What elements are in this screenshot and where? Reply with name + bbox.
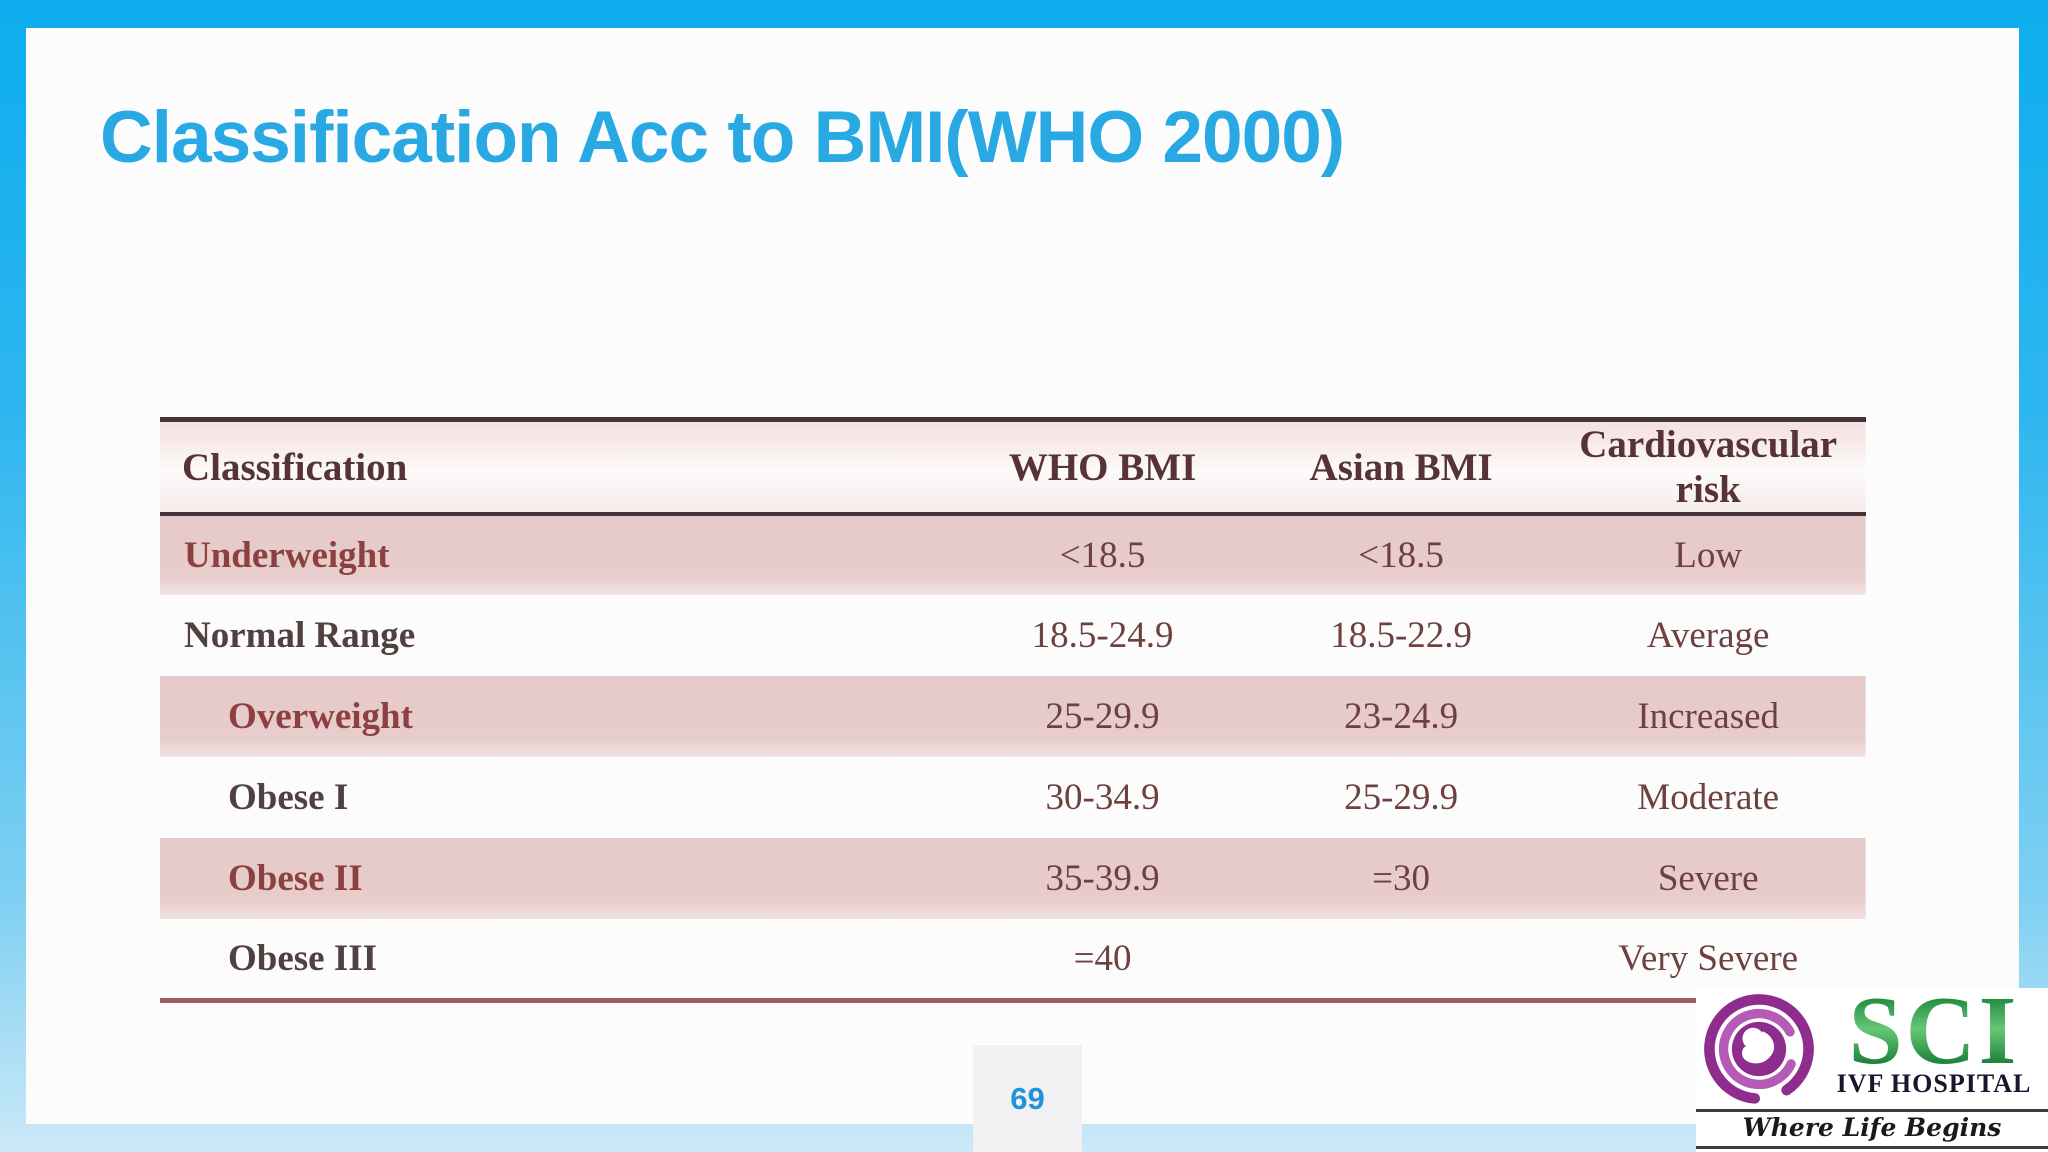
cell-asian-bmi xyxy=(1252,919,1551,1000)
cell-classification: Obese II xyxy=(228,858,363,899)
cell-asian-bmi: 18.5-22.9 xyxy=(1330,615,1473,656)
logo-main-row: SCI IVF HOSPITAL xyxy=(1696,988,2048,1106)
cell-classification: Overweight xyxy=(228,696,413,737)
table-row-obese-1: Obese I 30-34.9 25-29.9 Moderate xyxy=(160,757,1866,838)
slide-title: Classification Acc to BMI(WHO 2000) xyxy=(100,97,1345,178)
bmi-classification-table: Classification WHO BMI Asian BMI Cardiov… xyxy=(160,417,1866,1003)
table-header-row: Classification WHO BMI Asian BMI Cardiov… xyxy=(160,419,1866,514)
table-body: Underweight <18.5 <18.5 Low Normal Range… xyxy=(160,514,1866,1000)
cell-who-bmi: <18.5 xyxy=(1059,535,1146,576)
cell-classification: Underweight xyxy=(184,535,390,576)
cell-cardiovascular-risk: Increased xyxy=(1637,696,1780,737)
cell-asian-bmi: <18.5 xyxy=(1358,535,1444,576)
logo-tagline: Where Life Begins xyxy=(1742,1113,2002,1142)
cell-who-bmi: 25-29.9 xyxy=(1045,696,1160,737)
cell-asian-bmi: =30 xyxy=(1372,858,1431,899)
cell-classification: Obese III xyxy=(228,937,378,979)
column-header-classification: Classification xyxy=(182,445,408,489)
page-number: 69 xyxy=(1010,1081,1045,1116)
page-number-tab: 69 xyxy=(973,1045,1082,1152)
cell-asian-bmi: 25-29.9 xyxy=(1344,777,1459,818)
logo-text-block: SCI IVF HOSPITAL xyxy=(1820,988,2048,1099)
cell-cardiovascular-risk: Very Severe xyxy=(1618,937,1799,979)
cell-asian-bmi: 23-24.9 xyxy=(1344,696,1459,737)
table-row-obese-2: Obese II 35-39.9 =30 Severe xyxy=(160,838,1866,919)
logo-acronym: SCI xyxy=(1848,988,2020,1084)
fetus-swirl-icon xyxy=(1704,994,1814,1104)
logo-subtitle: IVF HOSPITAL xyxy=(1836,1069,2032,1099)
table-row-obese-3: Obese III =40 Very Severe xyxy=(160,919,1866,1000)
column-header-cardiovascular-risk: Cardiovascular risk xyxy=(1579,423,1838,511)
cell-who-bmi: 18.5-24.9 xyxy=(1031,615,1174,656)
table-row-underweight: Underweight <18.5 <18.5 Low xyxy=(160,514,1866,595)
cell-who-bmi: 30-34.9 xyxy=(1045,777,1160,818)
cell-cardiovascular-risk: Severe xyxy=(1657,858,1759,899)
table-row-normal-range: Normal Range 18.5-24.9 18.5-22.9 Average xyxy=(160,595,1866,676)
cell-who-bmi: =40 xyxy=(1073,937,1132,979)
cell-cardiovascular-risk: Average xyxy=(1646,615,1770,656)
column-header-asian-bmi: Asian BMI xyxy=(1309,445,1493,489)
hospital-logo: SCI IVF HOSPITAL Where Life Begins xyxy=(1696,988,2048,1152)
cell-cardiovascular-risk: Moderate xyxy=(1637,777,1780,818)
cell-cardiovascular-risk: Low xyxy=(1674,535,1743,576)
cell-classification: Normal Range xyxy=(184,615,416,656)
slide-canvas: Classification Acc to BMI(WHO 2000) Clas… xyxy=(26,28,2019,1124)
logo-divider-top xyxy=(1696,1109,2048,1112)
bmi-table-container: Classification WHO BMI Asian BMI Cardiov… xyxy=(160,417,1866,1003)
cell-classification: Obese I xyxy=(228,777,349,818)
table-row-overweight: Overweight 25-29.9 23-24.9 Increased xyxy=(160,676,1866,757)
logo-divider-bottom xyxy=(1696,1146,2048,1149)
column-header-who-bmi: WHO BMI xyxy=(1008,445,1197,489)
table-header: Classification WHO BMI Asian BMI Cardiov… xyxy=(160,419,1866,514)
cell-who-bmi: 35-39.9 xyxy=(1045,858,1160,899)
